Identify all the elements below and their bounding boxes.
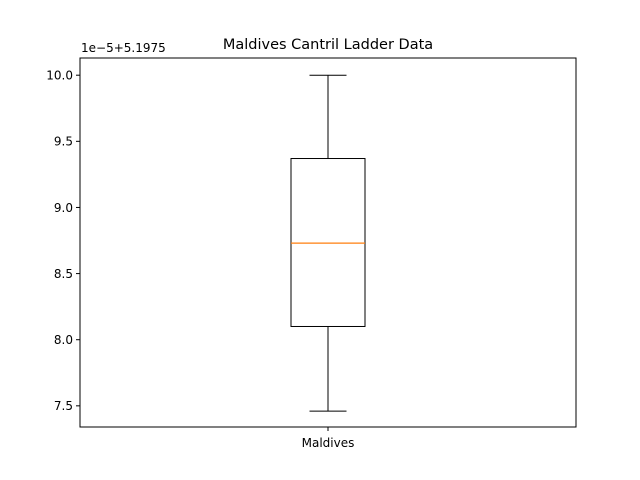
y-tick-label: 7.5 bbox=[54, 399, 73, 413]
axes-frame bbox=[79, 57, 577, 428]
y-tick-label: 10.0 bbox=[46, 68, 73, 82]
x-tick-label: Maldives bbox=[302, 436, 355, 450]
y-axis-offset-label: 1e−5+5.1975 bbox=[81, 41, 166, 55]
y-tick-label: 9.0 bbox=[54, 201, 73, 215]
box-iqr bbox=[290, 158, 366, 327]
plot-area: 7.5 8.0 8.5 9.0 9.5 10.0 Maldives bbox=[46, 68, 366, 450]
chart-title: Maldives Cantril Ladder Data bbox=[223, 37, 433, 53]
y-tick-label: 8.0 bbox=[54, 333, 73, 347]
y-tick-label: 8.5 bbox=[54, 267, 73, 281]
y-tick-label: 9.5 bbox=[54, 135, 73, 149]
